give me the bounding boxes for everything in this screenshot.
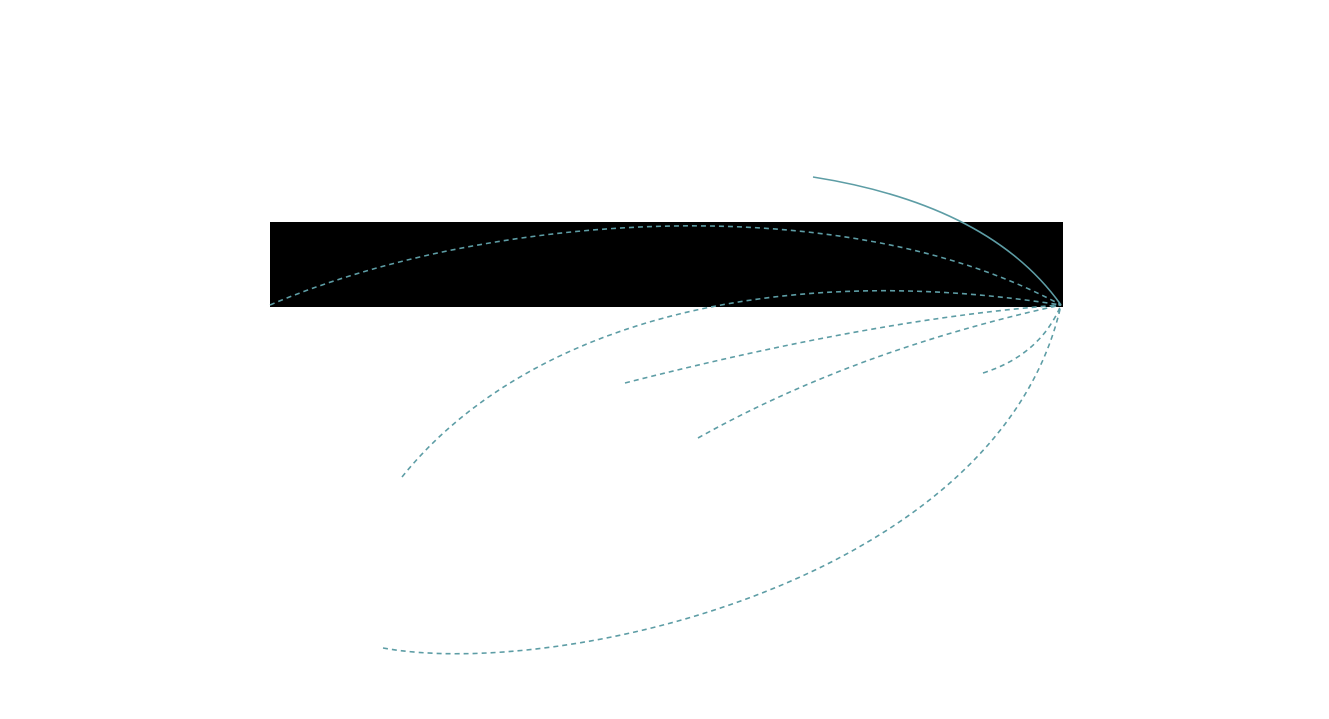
black-bar	[270, 222, 1063, 307]
arc-bottom-sweep	[382, 304, 1062, 655]
arc-mid-long	[401, 289, 1062, 478]
arc-short-lower	[697, 304, 1062, 439]
arc-near-focus	[982, 304, 1062, 374]
line-top-solid	[812, 176, 1062, 306]
